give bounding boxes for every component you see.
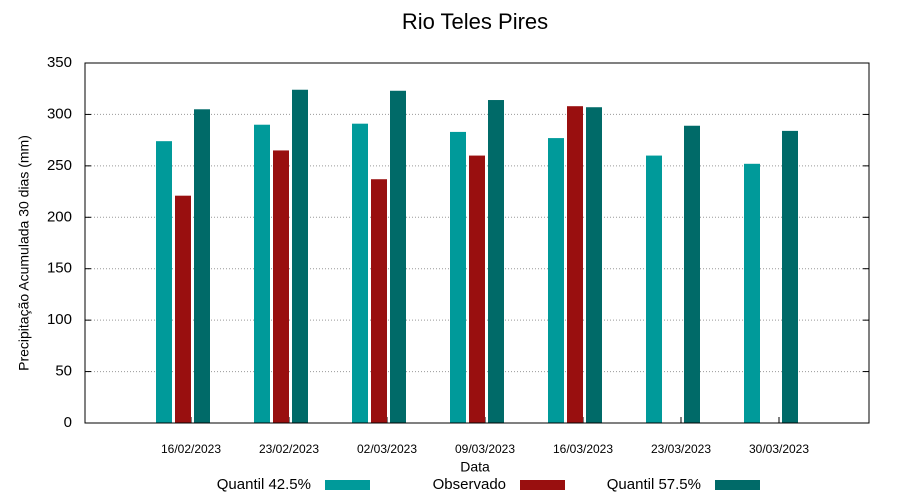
bar bbox=[646, 155, 662, 424]
x-tick-label: 23/03/2023 bbox=[651, 442, 711, 456]
y-tick-label: 300 bbox=[47, 105, 72, 122]
bar bbox=[292, 89, 308, 423]
x-tick-label: 02/03/2023 bbox=[357, 442, 417, 456]
bar bbox=[469, 155, 485, 424]
bar bbox=[390, 90, 406, 424]
legend-label: Quantil 42.5% bbox=[217, 476, 311, 493]
bar bbox=[684, 125, 700, 423]
y-tick-label: 0 bbox=[64, 414, 72, 431]
x-axis-label: Data bbox=[460, 459, 490, 475]
bar bbox=[744, 163, 760, 424]
bar bbox=[567, 106, 583, 423]
y-tick-label: 50 bbox=[55, 363, 72, 380]
legend-swatch bbox=[325, 480, 370, 490]
bar bbox=[586, 107, 602, 423]
bar bbox=[548, 138, 564, 424]
legend-label: Observado bbox=[433, 476, 506, 493]
y-tick-label: 350 bbox=[47, 54, 72, 71]
bar bbox=[254, 124, 270, 423]
x-tick-label: 23/02/2023 bbox=[259, 442, 319, 456]
chart-title: Rio Teles Pires bbox=[402, 9, 548, 34]
y-tick-label: 150 bbox=[47, 260, 72, 277]
bar bbox=[782, 130, 798, 423]
x-tick-label: 16/03/2023 bbox=[553, 442, 613, 456]
bar bbox=[273, 150, 289, 423]
plot-border bbox=[84, 62, 870, 424]
y-tick-label: 250 bbox=[47, 157, 72, 174]
legend-swatch bbox=[715, 480, 760, 490]
bar bbox=[175, 195, 191, 423]
y-tick-label: 100 bbox=[47, 311, 72, 328]
legend-label: Quantil 57.5% bbox=[607, 476, 701, 493]
x-tick-label: 30/03/2023 bbox=[749, 442, 809, 456]
bar bbox=[352, 123, 368, 423]
bar bbox=[488, 100, 504, 424]
bar bbox=[371, 179, 387, 423]
x-tick-label: 16/02/2023 bbox=[161, 442, 221, 456]
bar bbox=[450, 131, 466, 423]
y-axis-label: Precipitação Acumulada 30 dias (mm) bbox=[16, 135, 32, 371]
legend-swatch bbox=[520, 480, 565, 490]
x-tick-label: 09/03/2023 bbox=[455, 442, 515, 456]
y-tick-label: 200 bbox=[47, 208, 72, 225]
bar bbox=[156, 141, 172, 423]
bar bbox=[194, 109, 210, 424]
